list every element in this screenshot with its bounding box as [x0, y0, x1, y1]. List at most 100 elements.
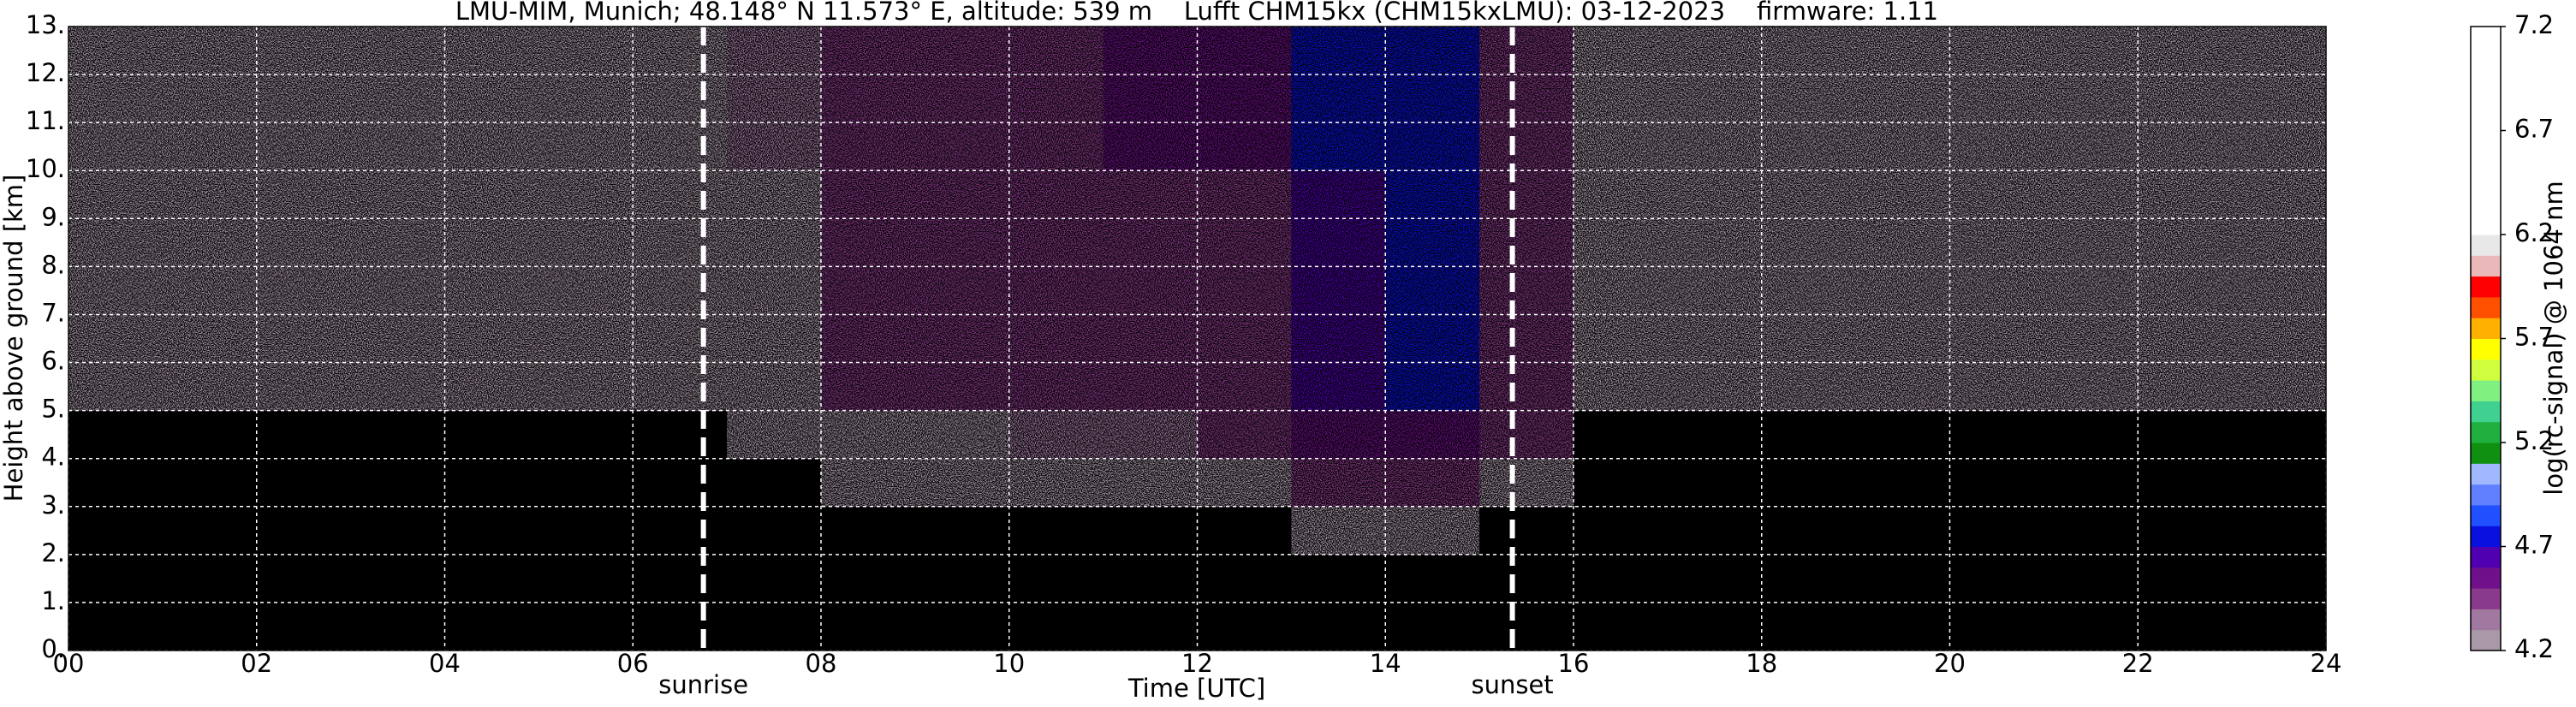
- chart-title: LMU-MIM, Munich; 48.148° N 11.573° E, al…: [455, 0, 1938, 26]
- heatmap-cell: [1574, 170, 1669, 219]
- heatmap-cell: [727, 74, 822, 123]
- heatmap-cell: [1479, 27, 1574, 75]
- heatmap-cell: [1479, 554, 1574, 603]
- heatmap-cell: [727, 602, 822, 651]
- heatmap-cell: [633, 458, 728, 508]
- heatmap-cell: [1291, 122, 1386, 171]
- heatmap-cell: [2138, 554, 2233, 603]
- heatmap-cell: [1291, 170, 1386, 219]
- heatmap-cell: [727, 554, 822, 603]
- heatmap-cell: [1479, 74, 1574, 123]
- heatmap-cell: [2044, 27, 2139, 75]
- heatmap-cell: [1574, 602, 1669, 651]
- heatmap-cell: [1385, 410, 1480, 460]
- heatmap-cell: [1103, 602, 1198, 651]
- heatmap-cell: [633, 27, 728, 75]
- heatmap-cell: [2138, 170, 2233, 219]
- heatmap-cell: [2044, 410, 2139, 460]
- heatmap-cell: [1291, 458, 1386, 508]
- x-tick-label: 02: [241, 649, 272, 678]
- heatmap-cell: [633, 266, 728, 315]
- heatmap-cell: [1008, 122, 1104, 171]
- heatmap-cell: [538, 458, 634, 508]
- heatmap-cell: [2232, 410, 2327, 460]
- heatmap-cell: [821, 218, 916, 267]
- heatmap-cell: [1197, 506, 1292, 556]
- heatmap-cell: [1761, 602, 1857, 651]
- heatmap-cell: [914, 362, 1010, 412]
- heatmap-cell: [727, 27, 822, 75]
- heatmap-cell: [821, 122, 916, 171]
- heatmap-cell: [727, 362, 822, 412]
- heatmap-cell: [1291, 506, 1386, 556]
- heatmap-cell: [914, 314, 1010, 364]
- heatmap-cell: [68, 506, 164, 556]
- heatmap-cell: [2044, 314, 2139, 364]
- heatmap-cell: [914, 170, 1010, 219]
- heatmap-cell: [538, 554, 634, 603]
- heatmap-cell: [2232, 458, 2327, 508]
- x-tick-label: 06: [617, 649, 649, 678]
- y-tick-label: 9.: [41, 202, 65, 231]
- heatmap-cell: [1197, 218, 1292, 267]
- heatmap-cell: [821, 170, 916, 219]
- colorbar-segment: [2471, 27, 2501, 48]
- heatmap-cell: [2044, 122, 2139, 171]
- heatmap-cell: [350, 602, 445, 651]
- heatmap-cell: [914, 74, 1010, 123]
- heatmap-cell: [914, 266, 1010, 315]
- heatmap-cell: [1855, 122, 1950, 171]
- heatmap-cell: [1385, 458, 1480, 508]
- heatmap-cell: [162, 458, 258, 508]
- y-tick-label: 12.: [26, 58, 65, 87]
- heatmap-cell: [1574, 362, 1669, 412]
- heatmap-cell: [2138, 314, 2233, 364]
- heatmap-cell: [256, 458, 352, 508]
- colorbar-segment: [2471, 88, 2501, 110]
- heatmap-cell: [1008, 506, 1104, 556]
- heatmap-cell: [256, 410, 352, 460]
- heatmap-cell: [727, 122, 822, 171]
- heatmap-cell: [1761, 410, 1857, 460]
- x-tick-label: 24: [2311, 649, 2342, 678]
- heatmap-cell: [727, 314, 822, 364]
- heatmap-cell: [1291, 218, 1386, 267]
- heatmap-cell: [1103, 27, 1198, 75]
- colorbar-segment: [2471, 110, 2501, 131]
- heatmap-cell: [821, 410, 916, 460]
- heatmap-cell: [1479, 410, 1574, 460]
- heatmap-cell: [538, 122, 634, 171]
- heatmap-cell: [1008, 170, 1104, 219]
- heatmap-cell: [1949, 74, 2044, 123]
- heatmap-cell: [1761, 266, 1857, 315]
- colorbar-tick-label: 5.2: [2514, 426, 2554, 455]
- colorbar-segment: [2471, 213, 2501, 235]
- heatmap-cell: [1574, 266, 1669, 315]
- heatmap-cell: [1197, 602, 1292, 651]
- heatmap-cell: [2044, 506, 2139, 556]
- colorbar-segment: [2471, 443, 2501, 464]
- heatmap-cell: [1103, 458, 1198, 508]
- heatmap-cell: [2232, 122, 2327, 171]
- heatmap-cell: [444, 314, 539, 364]
- heatmap-cell: [256, 506, 352, 556]
- heatmap-cell: [1855, 266, 1950, 315]
- heatmap-cell: [1949, 266, 2044, 315]
- colorbar-segment: [2471, 151, 2501, 173]
- heatmap-cell: [68, 314, 164, 364]
- heatmap-cell: [256, 170, 352, 219]
- heatmap-cell: [538, 27, 634, 75]
- heatmap-cell: [1197, 554, 1292, 603]
- heatmap-cell: [350, 314, 445, 364]
- heatmap-cell: [2044, 602, 2139, 651]
- heatmap-cell: [727, 410, 822, 460]
- colorbar-segment: [2471, 504, 2501, 526]
- heatmap-cell: [538, 506, 634, 556]
- colorbar-segment: [2471, 588, 2501, 609]
- heatmap-cell: [538, 362, 634, 412]
- colorbar-tick-label: 6.2: [2514, 218, 2554, 247]
- x-tick-label: 20: [1934, 649, 1966, 678]
- heatmap-cell: [1103, 218, 1198, 267]
- colorbar-tick-label: 4.2: [2514, 634, 2554, 663]
